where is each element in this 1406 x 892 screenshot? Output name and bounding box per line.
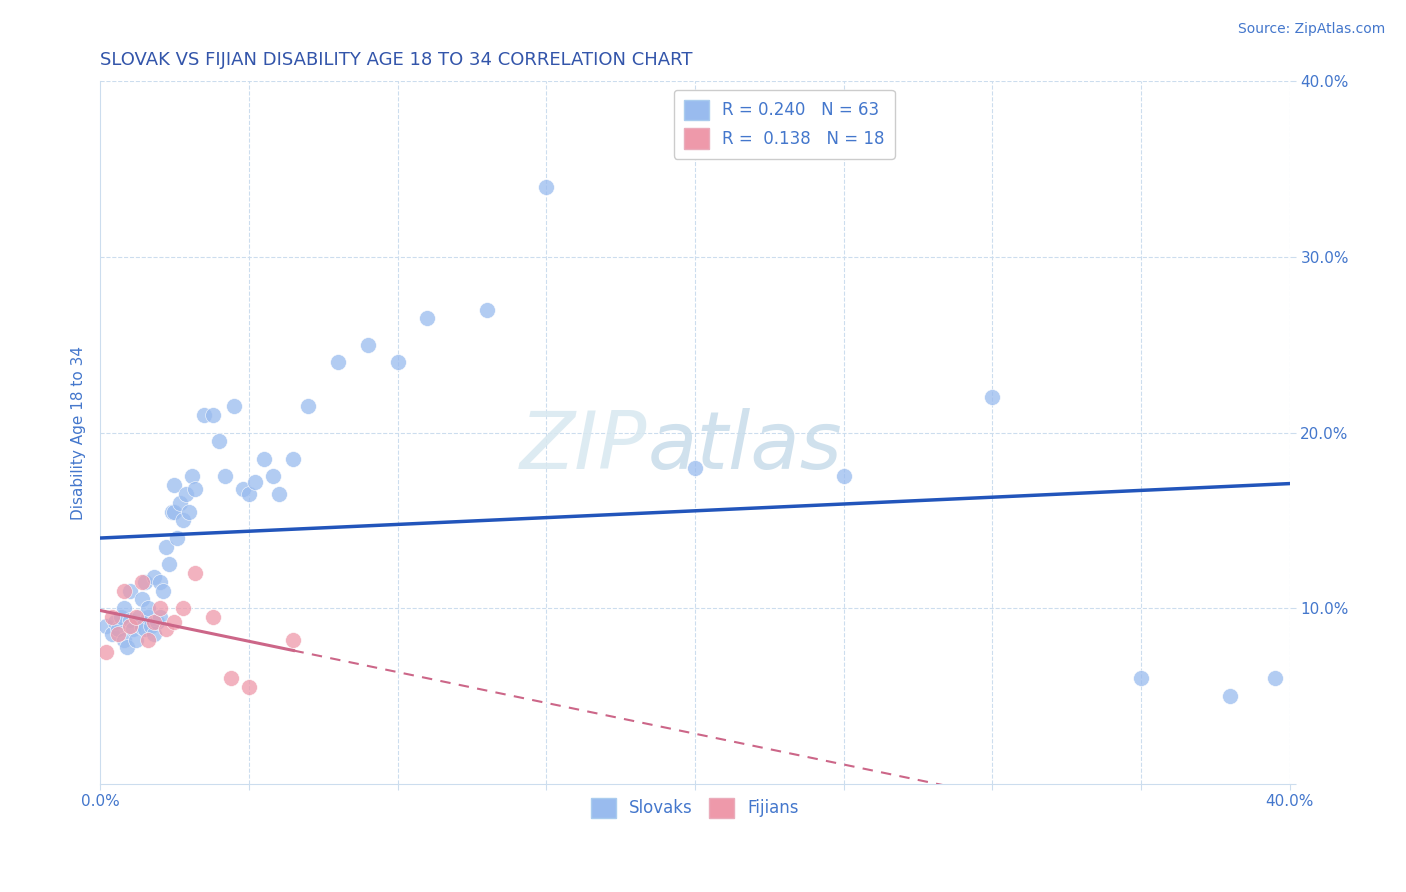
Point [112,583,135,598]
Point [131,620,153,634]
Point [136,610,159,624]
Point [536,179,558,194]
Point [1130,672,1153,686]
Text: Source: ZipAtlas.com: Source: ZipAtlas.com [1237,22,1385,37]
Point [181,469,204,483]
Point [1219,689,1241,703]
Point [179,504,201,518]
Point [101,610,124,624]
Point [163,478,186,492]
Point [149,610,172,624]
Point [125,632,148,647]
Point [163,504,186,518]
Point [115,640,138,654]
Point [297,399,319,413]
Point [125,610,148,624]
Point [208,434,231,449]
Point [155,622,177,636]
Point [832,469,855,483]
Point [184,482,207,496]
Point [107,627,129,641]
Point [104,615,127,630]
Text: SLOVAK VS FIJIAN DISABILITY AGE 18 TO 34 CORRELATION CHART: SLOVAK VS FIJIAN DISABILITY AGE 18 TO 34… [100,51,693,69]
Point [112,601,135,615]
Point [176,487,198,501]
Point [149,601,172,615]
Point [121,622,143,636]
Point [981,391,1004,405]
Point [283,632,305,647]
Point [238,487,260,501]
Point [243,475,266,489]
Point [326,355,349,369]
Point [134,574,156,589]
Point [142,615,165,630]
Point [172,601,194,615]
Point [142,627,165,641]
Point [131,592,153,607]
Point [136,601,159,615]
Point [416,311,439,326]
Point [232,482,254,496]
Point [139,618,162,632]
Point [219,672,242,686]
Point [222,399,245,413]
Point [101,627,124,641]
Point [142,569,165,583]
Point [253,451,276,466]
Point [172,513,194,527]
Point [169,496,191,510]
Point [357,337,380,351]
Point [94,618,117,632]
Point [118,614,141,628]
Point [118,618,141,632]
Point [166,531,188,545]
Point [387,355,409,369]
Point [475,302,498,317]
Legend: Slovaks, Fijians: Slovaks, Fijians [583,791,806,824]
Point [238,680,260,694]
Point [157,558,180,572]
Point [110,610,132,624]
Point [112,632,135,647]
Point [107,622,129,636]
Y-axis label: Disability Age 18 to 34: Disability Age 18 to 34 [72,345,86,519]
Point [283,451,305,466]
Point [193,408,215,422]
Point [184,566,207,580]
Point [145,615,167,630]
Point [94,645,117,659]
Text: ZIP: ZIP [520,408,647,485]
Point [134,622,156,636]
Point [202,610,225,624]
Point [214,469,236,483]
Point [160,504,183,518]
Point [152,583,174,598]
Point [683,460,706,475]
Point [267,487,290,501]
Point [131,574,153,589]
Point [202,408,225,422]
Point [128,610,150,624]
Text: atlas: atlas [647,408,842,485]
Point [1264,672,1286,686]
Point [136,632,159,647]
Point [155,540,177,554]
Point [262,469,284,483]
Point [118,583,141,598]
Point [149,574,172,589]
Point [163,615,186,630]
